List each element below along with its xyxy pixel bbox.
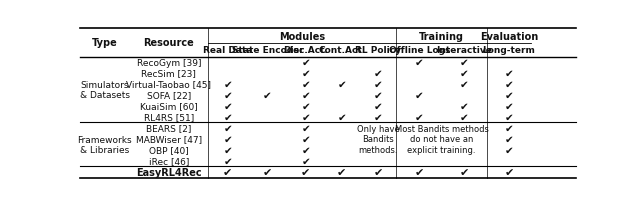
- Text: ✔: ✔: [301, 91, 310, 100]
- Text: ✔: ✔: [460, 101, 468, 111]
- Text: ✔: ✔: [504, 167, 514, 177]
- Text: ✔: ✔: [505, 134, 513, 144]
- Text: RecSim [23]: RecSim [23]: [141, 69, 196, 78]
- Text: ✔: ✔: [374, 101, 383, 111]
- Text: ✔: ✔: [505, 101, 513, 111]
- Text: ✔: ✔: [460, 112, 468, 122]
- Text: ✔: ✔: [460, 58, 468, 68]
- Text: ✔: ✔: [301, 80, 310, 90]
- Text: ✔: ✔: [505, 112, 513, 122]
- Text: ✔: ✔: [301, 156, 310, 166]
- Text: Training: Training: [419, 31, 464, 41]
- Text: Most Bandits methods
do not have an
explicit training.: Most Bandits methods do not have an expl…: [395, 124, 488, 154]
- Text: KuaiSim [60]: KuaiSim [60]: [140, 102, 198, 111]
- Text: Only have
Bandits
methods.: Only have Bandits methods.: [356, 124, 399, 154]
- Text: MABWiser [47]: MABWiser [47]: [136, 135, 202, 144]
- Text: iRec [46]: iRec [46]: [148, 156, 189, 165]
- Text: Virtual-Taobao [45]: Virtual-Taobao [45]: [126, 80, 211, 89]
- Text: ✔: ✔: [337, 112, 346, 122]
- Text: ✔: ✔: [223, 101, 232, 111]
- Text: ✔: ✔: [301, 101, 310, 111]
- Text: Long-term: Long-term: [483, 46, 536, 55]
- Text: ✔: ✔: [374, 69, 383, 79]
- Text: ✔: ✔: [301, 123, 310, 133]
- Text: Frameworks
& Libraries: Frameworks & Libraries: [77, 135, 132, 154]
- Text: Disc.Act.: Disc.Act.: [284, 46, 328, 55]
- Text: SOFA [22]: SOFA [22]: [147, 91, 191, 100]
- Text: Interactive: Interactive: [436, 46, 492, 55]
- Text: ✔: ✔: [337, 167, 347, 177]
- Text: ✔: ✔: [263, 167, 272, 177]
- Text: ✔: ✔: [301, 69, 310, 79]
- Text: EasyRL4Rec: EasyRL4Rec: [136, 167, 202, 177]
- Text: OBP [40]: OBP [40]: [149, 145, 189, 154]
- Text: ✔: ✔: [505, 91, 513, 100]
- Text: BEARS [2]: BEARS [2]: [146, 124, 191, 133]
- Text: ✔: ✔: [223, 123, 232, 133]
- Text: ✔: ✔: [223, 80, 232, 90]
- Text: ✔: ✔: [301, 112, 310, 122]
- Text: Offline Logs: Offline Logs: [388, 46, 450, 55]
- Text: State Encoder: State Encoder: [232, 46, 303, 55]
- Text: ✔: ✔: [301, 134, 310, 144]
- Text: Cont.Act.: Cont.Act.: [318, 46, 365, 55]
- Text: ✔: ✔: [337, 80, 346, 90]
- Text: ✔: ✔: [374, 112, 383, 122]
- Text: RL4RS [51]: RL4RS [51]: [143, 113, 194, 122]
- Text: ✔: ✔: [263, 91, 272, 100]
- Text: RL Policy: RL Policy: [355, 46, 401, 55]
- Text: ✔: ✔: [505, 69, 513, 79]
- Text: ✔: ✔: [373, 167, 383, 177]
- Text: Evaluation: Evaluation: [480, 31, 538, 41]
- Text: ✔: ✔: [415, 58, 424, 68]
- Text: Simulators
& Datasets: Simulators & Datasets: [80, 80, 130, 100]
- Text: ✔: ✔: [223, 145, 232, 155]
- Text: ✔: ✔: [505, 80, 513, 90]
- Text: ✔: ✔: [301, 145, 310, 155]
- Text: ✔: ✔: [223, 134, 232, 144]
- Text: ✔: ✔: [505, 123, 513, 133]
- Text: ✔: ✔: [415, 112, 424, 122]
- Text: Type: Type: [92, 38, 118, 48]
- Text: RecoGym [39]: RecoGym [39]: [136, 58, 201, 67]
- Text: ✔: ✔: [460, 167, 469, 177]
- Text: Modules: Modules: [279, 31, 325, 41]
- Text: ✔: ✔: [415, 91, 424, 100]
- Text: ✔: ✔: [460, 69, 468, 79]
- Text: ✔: ✔: [374, 91, 383, 100]
- Text: ✔: ✔: [223, 156, 232, 166]
- Text: ✔: ✔: [301, 58, 310, 68]
- Text: ✔: ✔: [301, 167, 310, 177]
- Text: ✔: ✔: [223, 91, 232, 100]
- Text: ✔: ✔: [223, 167, 232, 177]
- Text: Resource: Resource: [143, 38, 194, 48]
- Text: Real Data: Real Data: [203, 46, 253, 55]
- Text: ✔: ✔: [460, 80, 468, 90]
- Text: ✔: ✔: [505, 145, 513, 155]
- Text: ✔: ✔: [415, 167, 424, 177]
- Text: ✔: ✔: [374, 80, 383, 90]
- Text: ✔: ✔: [223, 112, 232, 122]
